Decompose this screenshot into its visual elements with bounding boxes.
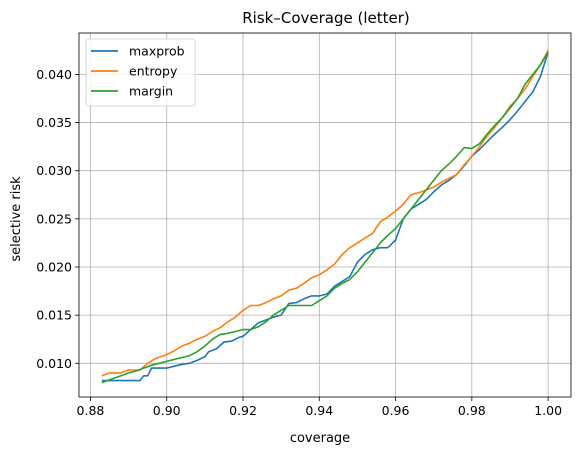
y-tick-label: 0.015 [36, 308, 72, 323]
legend: maxprob entropy margin [85, 38, 196, 107]
legend-box [85, 38, 196, 107]
x-axis-label: coverage [290, 431, 350, 446]
legend-label-margin: margin [129, 84, 173, 99]
plot-frame [78, 32, 572, 398]
y-tick-label: 0.025 [36, 211, 72, 226]
x-tick-label: 0.90 [153, 403, 181, 418]
chart-title: Risk–Coverage (letter) [242, 9, 409, 27]
series-lines [101, 49, 549, 384]
x-tick-label: 0.98 [458, 403, 486, 418]
y-tick-label: 0.020 [36, 260, 72, 275]
x-tick-label: 1.00 [534, 403, 562, 418]
y-axis-ticks: 0.010 0.015 0.020 0.025 0.030 0.035 0.040 [36, 67, 79, 371]
grid-lines [79, 33, 571, 397]
x-tick-label: 0.92 [229, 403, 257, 418]
series-line-entropy [101, 49, 549, 377]
y-axis-label: selective risk [9, 176, 24, 262]
y-tick-label: 0.040 [36, 67, 72, 82]
x-axis-ticks: 0.88 0.90 0.92 0.94 0.96 0.98 1.00 [77, 397, 562, 418]
x-tick-label: 0.96 [382, 403, 410, 418]
x-tick-label: 0.88 [77, 403, 105, 418]
y-tick-label: 0.010 [36, 356, 72, 371]
series-line-margin [101, 51, 549, 384]
y-tick-label: 0.030 [36, 163, 72, 178]
y-tick-label: 0.035 [36, 115, 72, 130]
x-tick-label: 0.94 [305, 403, 333, 418]
legend-label-maxprob: maxprob [129, 44, 185, 59]
legend-label-entropy: entropy [129, 64, 178, 79]
